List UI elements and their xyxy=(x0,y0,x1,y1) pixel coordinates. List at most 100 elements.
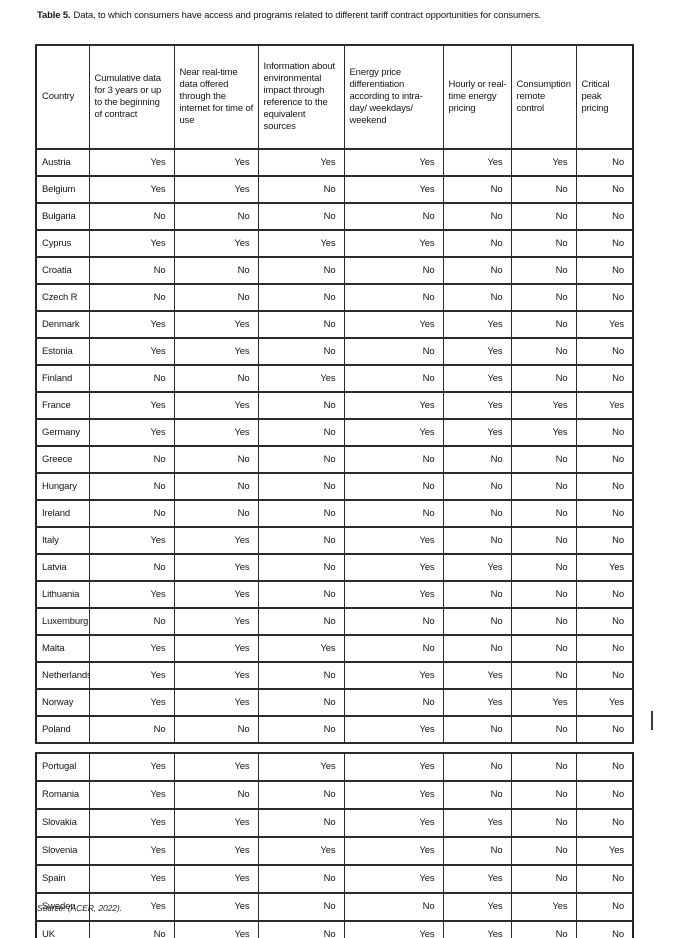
table-row: Bulgaria No No No No No No No xyxy=(35,202,634,231)
country-cell: France xyxy=(35,391,90,420)
value-cell: Yes xyxy=(173,553,259,582)
value-cell: No xyxy=(343,445,444,474)
value-cell: No xyxy=(173,715,259,744)
table-row: Poland No No No Yes No No No xyxy=(35,715,634,744)
value-cell: No xyxy=(442,607,512,636)
change-bar-mark xyxy=(651,711,653,730)
value-cell: No xyxy=(257,175,345,204)
value-cell: Yes xyxy=(257,752,345,782)
country-cell: Luxemburg xyxy=(35,607,90,636)
value-cell: No xyxy=(442,202,512,231)
value-cell: No xyxy=(173,202,259,231)
table-row: Spain Yes Yes No Yes Yes No No xyxy=(35,864,634,894)
value-cell: No xyxy=(257,780,345,810)
value-cell: No xyxy=(257,920,345,938)
value-cell: Yes xyxy=(343,752,444,782)
table-row: Lithuania Yes Yes No Yes No No No xyxy=(35,580,634,609)
value-cell: No xyxy=(510,607,577,636)
value-cell: Yes xyxy=(442,418,512,447)
value-cell: No xyxy=(575,752,634,782)
country-cell: Germany xyxy=(35,418,90,447)
value-cell: No xyxy=(575,148,634,177)
country-cell: Estonia xyxy=(35,337,90,366)
country-cell: Poland xyxy=(35,715,90,744)
value-cell: Yes xyxy=(442,337,512,366)
source-note: Source: (ACER, 2022). xyxy=(37,903,122,913)
value-cell: No xyxy=(510,715,577,744)
value-cell: No xyxy=(510,836,577,866)
value-cell: Yes xyxy=(88,310,175,339)
value-cell: No xyxy=(257,337,345,366)
value-cell: No xyxy=(173,499,259,528)
country-cell: Slovakia xyxy=(35,808,90,838)
value-cell: Yes xyxy=(173,526,259,555)
value-cell: No xyxy=(575,418,634,447)
value-cell: Yes xyxy=(442,688,512,717)
value-cell: Yes xyxy=(88,836,175,866)
table-row: Croatia No No No No No No No xyxy=(35,256,634,285)
value-cell: Yes xyxy=(510,148,577,177)
value-cell: No xyxy=(88,364,175,393)
country-cell: Portugal xyxy=(35,752,90,782)
data-table-block-2: Portugal Yes Yes Yes Yes No No No Romania Yes No No… xyxy=(35,752,634,938)
value-cell: Yes xyxy=(343,864,444,894)
value-cell: Yes xyxy=(343,391,444,420)
country-cell: Norway xyxy=(35,688,90,717)
value-cell: Yes xyxy=(88,634,175,663)
value-cell: No xyxy=(510,864,577,894)
value-cell: No xyxy=(510,634,577,663)
value-cell: Yes xyxy=(88,780,175,810)
value-cell: No xyxy=(173,283,259,312)
table-row: Slovakia Yes Yes No Yes Yes No No xyxy=(35,808,634,838)
table-row: Germany Yes Yes No Yes Yes Yes No xyxy=(35,418,634,447)
value-cell: Yes xyxy=(575,310,634,339)
table-row: Cyprus Yes Yes Yes Yes No No No xyxy=(35,229,634,258)
value-cell: Yes xyxy=(173,148,259,177)
value-cell: Yes xyxy=(88,337,175,366)
value-cell: No xyxy=(257,256,345,285)
value-cell: No xyxy=(257,310,345,339)
table-row: Slovenia Yes Yes Yes Yes No No Yes xyxy=(35,836,634,866)
value-cell: No xyxy=(575,229,634,258)
value-cell: Yes xyxy=(173,920,259,938)
value-cell: No xyxy=(257,472,345,501)
table-title-text: Data, to which consumers have access and… xyxy=(73,10,542,21)
value-cell: Yes xyxy=(88,688,175,717)
country-cell: UK xyxy=(35,920,90,938)
country-cell: Ireland xyxy=(35,499,90,528)
value-cell: No xyxy=(510,553,577,582)
value-cell: Yes xyxy=(173,418,259,447)
country-cell: Austria xyxy=(35,148,90,177)
country-cell: Belgium xyxy=(35,175,90,204)
value-cell: No xyxy=(575,499,634,528)
value-cell: Yes xyxy=(173,688,259,717)
value-cell: Yes xyxy=(343,580,444,609)
value-cell: No xyxy=(257,283,345,312)
value-cell: No xyxy=(343,256,444,285)
value-cell: No xyxy=(257,607,345,636)
value-cell: No xyxy=(510,310,577,339)
value-cell: No xyxy=(257,553,345,582)
value-cell: No xyxy=(575,445,634,474)
value-cell: No xyxy=(575,892,634,922)
value-cell: No xyxy=(442,634,512,663)
value-cell: No xyxy=(510,256,577,285)
value-cell: No xyxy=(510,661,577,690)
value-cell: Yes xyxy=(442,553,512,582)
value-cell: No xyxy=(442,283,512,312)
value-cell: No xyxy=(510,499,577,528)
value-cell: No xyxy=(442,780,512,810)
value-cell: No xyxy=(442,752,512,782)
value-cell: No xyxy=(343,472,444,501)
value-cell: No xyxy=(575,715,634,744)
value-cell: Yes xyxy=(575,553,634,582)
value-cell: No xyxy=(343,499,444,528)
value-cell: No xyxy=(510,283,577,312)
value-cell: Yes xyxy=(257,148,345,177)
value-cell: No xyxy=(88,283,175,312)
table-row: UK No Yes No Yes Yes No No xyxy=(35,920,634,938)
value-cell: Yes xyxy=(173,175,259,204)
value-cell: No xyxy=(88,920,175,938)
value-cell: No xyxy=(442,229,512,258)
